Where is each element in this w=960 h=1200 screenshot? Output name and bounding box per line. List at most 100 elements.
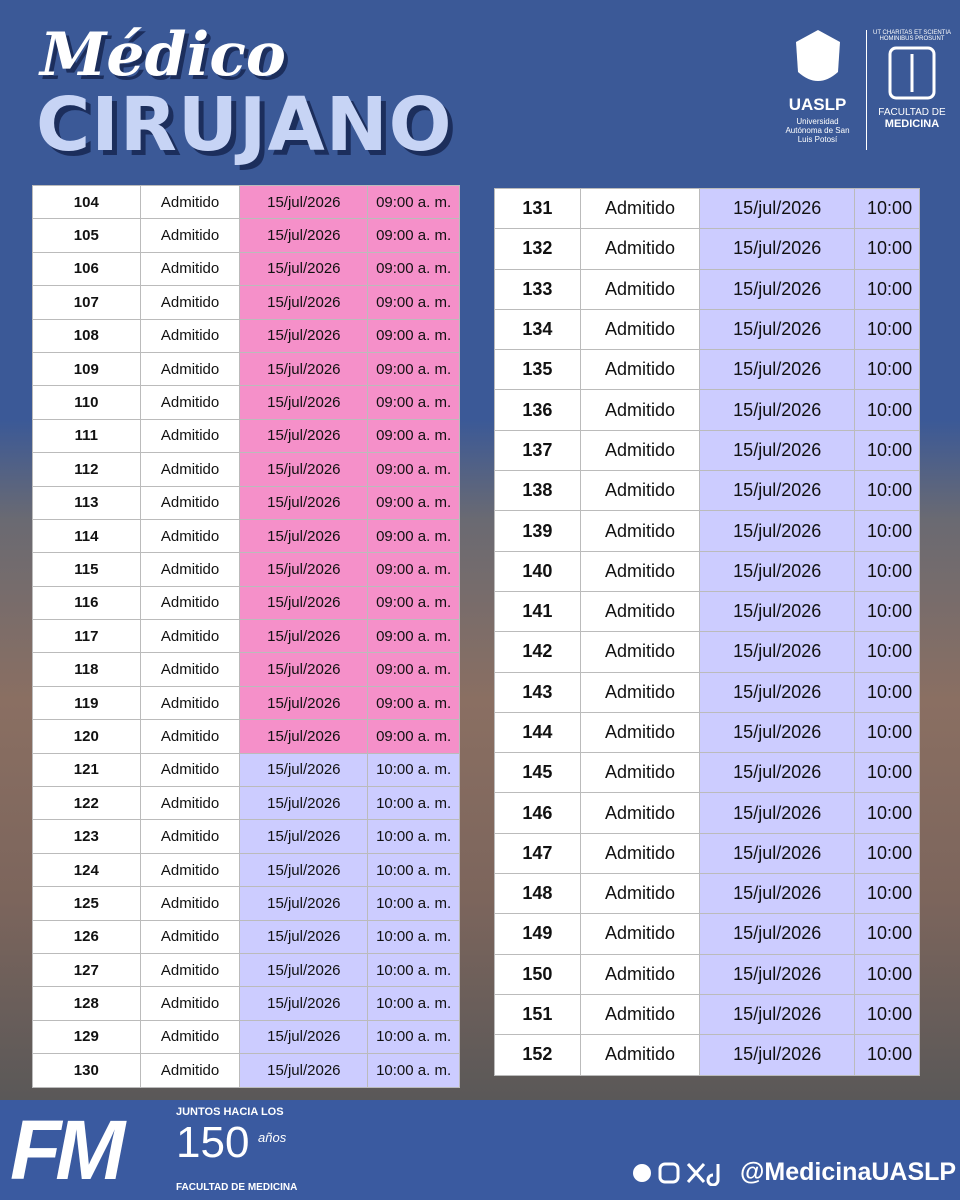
date: 15/jul/2026	[239, 351, 369, 387]
table-row: 127 Admitido 15/jul/2026 10:00 a. m.	[32, 952, 460, 988]
time: 10:00	[854, 470, 920, 512]
table-row: 120 Admitido 15/jul/2026 09:00 a. m.	[32, 719, 460, 754]
time: 10:00 a. m.	[367, 819, 460, 854]
row-id: 124	[32, 852, 141, 888]
date: 15/jul/2026	[239, 886, 369, 921]
date: 15/jul/2026	[699, 953, 856, 995]
row-id: 151	[494, 993, 581, 1036]
row-id: 142	[494, 631, 581, 673]
status: Admitido	[579, 792, 701, 834]
date: 15/jul/2026	[699, 631, 856, 673]
date: 15/jul/2026	[239, 184, 369, 220]
date: 15/jul/2026	[699, 308, 856, 351]
faculty-name: FACULTAD DE MEDICINA	[176, 1182, 298, 1193]
date: 15/jul/2026	[699, 1034, 856, 1076]
date: 15/jul/2026	[239, 218, 369, 253]
time: 09:00 a. m.	[367, 285, 460, 320]
table-row: 108 Admitido 15/jul/2026 09:00 a. m.	[32, 318, 460, 353]
table-row: 129 Admitido 15/jul/2026 10:00 a. m.	[32, 1019, 460, 1055]
table-row: 145 Admitido 15/jul/2026 10:00	[494, 752, 920, 794]
fm-logo: FM	[10, 1103, 125, 1197]
status: Admitido	[579, 268, 701, 310]
table-row: 151 Admitido 15/jul/2026 10:00	[494, 993, 920, 1036]
status: Admitido	[579, 671, 701, 713]
status: Admitido	[139, 184, 241, 220]
time: 09:00 a. m.	[367, 552, 460, 587]
status: Admitido	[579, 953, 701, 995]
row-id: 113	[32, 485, 141, 520]
status: Admitido	[139, 919, 241, 954]
status: Admitido	[579, 228, 701, 270]
status: Admitido	[139, 385, 241, 420]
date: 15/jul/2026	[699, 590, 856, 633]
row-id: 120	[32, 719, 141, 754]
admission-table: 104 Admitido 15/jul/2026 09:00 a. m. 105 Admi…	[32, 184, 460, 1088]
time: 10:00	[854, 550, 920, 592]
time: 10:00 a. m.	[367, 919, 460, 954]
row-id: 135	[494, 349, 581, 391]
date: 15/jul/2026	[699, 671, 856, 713]
status: Admitido	[139, 952, 241, 988]
row-id: 115	[32, 552, 141, 587]
status: Admitido	[139, 218, 241, 253]
date: 15/jul/2026	[239, 752, 369, 788]
date: 15/jul/2026	[239, 585, 369, 621]
row-id: 129	[32, 1019, 141, 1055]
status: Admitido	[139, 652, 241, 687]
time: 10:00 a. m.	[367, 952, 460, 988]
time: 09:00 a. m.	[367, 619, 460, 654]
table-row: 133 Admitido 15/jul/2026 10:00	[494, 268, 920, 310]
row-id: 106	[32, 251, 141, 287]
table-row: 141 Admitido 15/jul/2026 10:00	[494, 590, 920, 633]
status: Admitido	[139, 752, 241, 788]
table-row: 123 Admitido 15/jul/2026 10:00 a. m.	[32, 819, 460, 854]
row-id: 147	[494, 832, 581, 875]
row-id: 112	[32, 452, 141, 487]
date: 15/jul/2026	[699, 550, 856, 592]
table-row: 114 Admitido 15/jul/2026 09:00 a. m.	[32, 518, 460, 554]
time: 09:00 a. m.	[367, 518, 460, 554]
row-id: 125	[32, 886, 141, 921]
time: 10:00 a. m.	[367, 1019, 460, 1055]
status: Admitido	[579, 711, 701, 754]
status: Admitido	[579, 913, 701, 955]
faculty-line2: MEDICINA	[884, 118, 940, 130]
date: 15/jul/2026	[699, 228, 856, 270]
row-id: 114	[32, 518, 141, 554]
status: Admitido	[139, 886, 241, 921]
time: 10:00	[854, 228, 920, 270]
title-script: Médico	[40, 20, 286, 90]
table-row: 134 Admitido 15/jul/2026 10:00	[494, 308, 920, 351]
footer: FM JUNTOS HACIA LOS 150 años FACULTAD DE…	[0, 1100, 960, 1200]
table-row: 117 Admitido 15/jul/2026 09:00 a. m.	[32, 619, 460, 654]
time: 09:00 a. m.	[367, 218, 460, 253]
table-row: 106 Admitido 15/jul/2026 09:00 a. m.	[32, 251, 460, 287]
status: Admitido	[139, 552, 241, 587]
table-row: 126 Admitido 15/jul/2026 10:00 a. m.	[32, 919, 460, 954]
row-id: 141	[494, 590, 581, 633]
date: 15/jul/2026	[239, 819, 369, 854]
row-id: 143	[494, 671, 581, 713]
table-row: 125 Admitido 15/jul/2026 10:00 a. m.	[32, 886, 460, 921]
table-row: 142 Admitido 15/jul/2026 10:00	[494, 631, 920, 673]
time: 10:00	[854, 913, 920, 955]
time: 10:00 a. m.	[367, 752, 460, 788]
date: 15/jul/2026	[239, 1053, 369, 1088]
date: 15/jul/2026	[239, 285, 369, 320]
date: 15/jul/2026	[699, 470, 856, 512]
title-block: CIRUJANO	[36, 82, 453, 168]
time: 10:00	[854, 308, 920, 351]
row-id: 144	[494, 711, 581, 754]
row-id: 128	[32, 986, 141, 1021]
date: 15/jul/2026	[699, 873, 856, 915]
date: 15/jul/2026	[239, 552, 369, 587]
row-id: 149	[494, 913, 581, 955]
date: 15/jul/2026	[699, 510, 856, 552]
table-row: 144 Admitido 15/jul/2026 10:00	[494, 711, 920, 754]
date: 15/jul/2026	[239, 919, 369, 954]
row-id: 137	[494, 429, 581, 472]
row-id: 139	[494, 510, 581, 552]
table-row: 124 Admitido 15/jul/2026 10:00 a. m.	[32, 852, 460, 888]
date: 15/jul/2026	[699, 711, 856, 754]
status: Admitido	[139, 351, 241, 387]
